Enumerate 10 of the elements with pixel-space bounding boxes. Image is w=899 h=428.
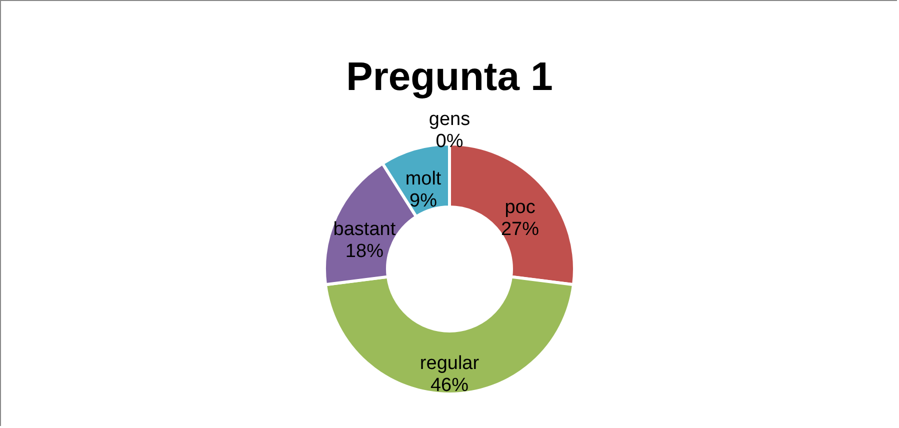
slice-label: bastant <box>333 218 396 240</box>
data-label: 9% <box>410 190 438 212</box>
slice-label: regular <box>420 353 480 374</box>
category-label: gens <box>428 109 470 130</box>
data-label: 46% <box>430 375 469 396</box>
slice-label: poc <box>504 196 536 218</box>
slice-label: molt <box>405 168 442 190</box>
data-label: 18% <box>345 240 384 262</box>
chart-title: Pregunta 1 <box>346 55 553 99</box>
data-label: 27% <box>500 218 540 240</box>
